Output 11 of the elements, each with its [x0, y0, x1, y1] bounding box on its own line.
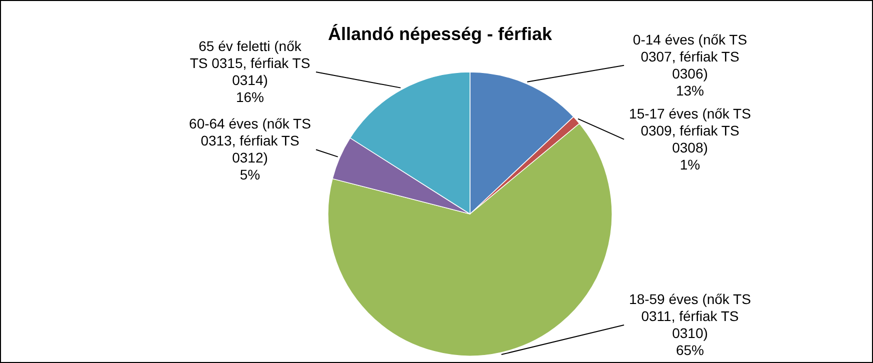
- chart-title: Állandó népesség - férfiak: [328, 24, 554, 44]
- slice-label: 15-17 éves (nők TS 0309, férfiak TS 0308): [629, 105, 751, 156]
- data-label: 65%: [676, 342, 704, 358]
- data-label: 13%: [676, 82, 704, 98]
- slice-label: 60-64 éves (nők TS 0313, férfiak TS 0312): [189, 116, 311, 166]
- slice-label: 0-14 éves (nők TS 0307, férfiak TS 0306): [632, 31, 748, 82]
- data-label: 16%: [236, 89, 264, 106]
- slice-label: 18-59 éves (nők TS 0311, férfiak TS 0310): [629, 291, 751, 341]
- data-label: 5%: [240, 166, 260, 183]
- data-label: 1%: [680, 156, 700, 172]
- slice-label: 65 év feletti (nők TS 0315, férfiak TS 0314): [190, 38, 310, 88]
